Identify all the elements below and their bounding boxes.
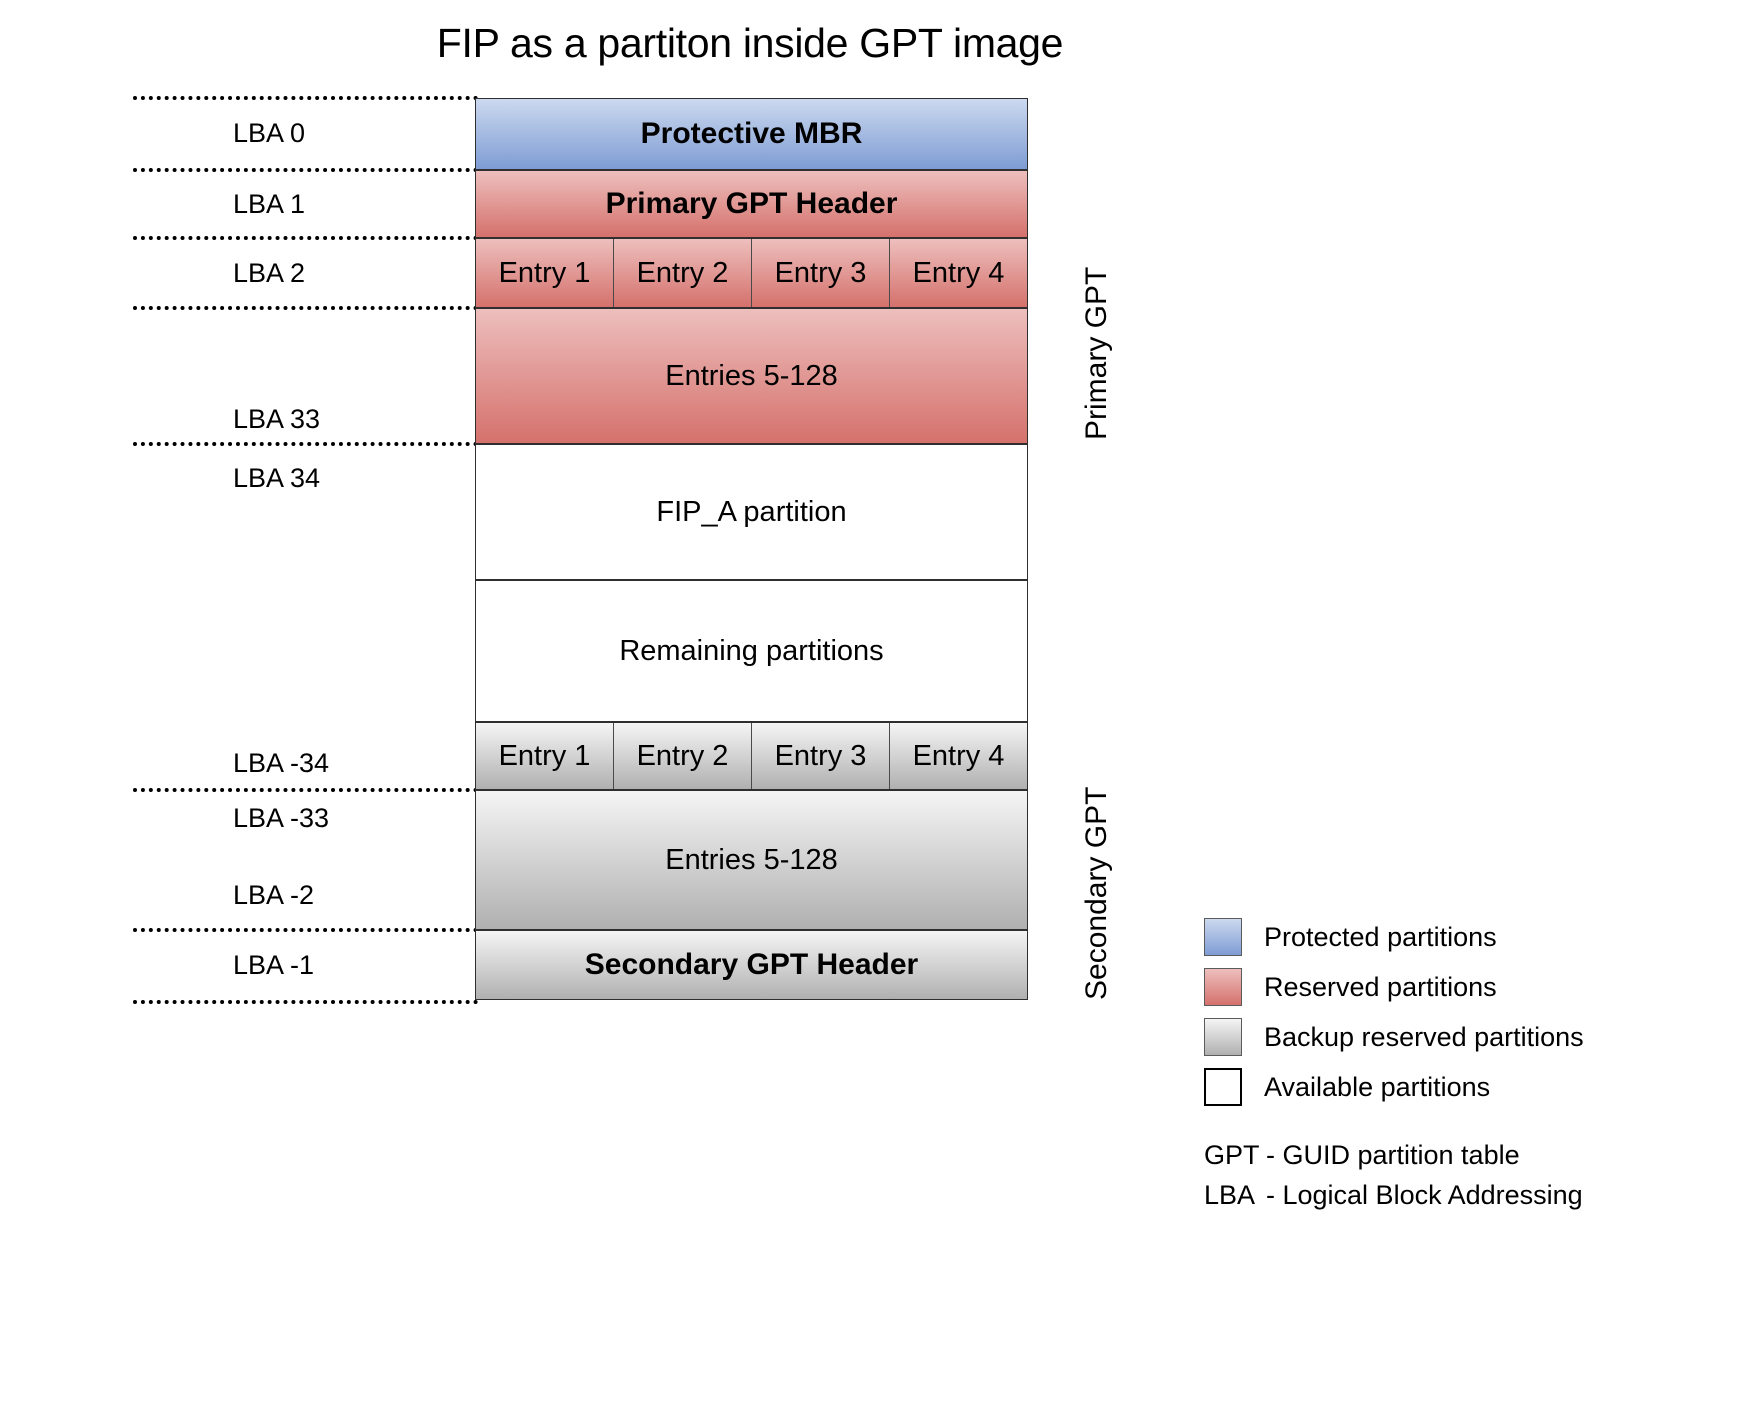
partition-entry-row: Entry 1 Entry 2 Entry 3 Entry 4 — [475, 238, 1028, 308]
partition-entry-cell: Entry 4 — [912, 256, 1005, 289]
lba-guide-line — [133, 442, 478, 446]
partition-block: Entries 5-128 — [475, 308, 1028, 444]
partition-entry-cell: Entry 1 — [476, 239, 614, 307]
lba-guide-line — [133, 96, 478, 100]
partition-entry-cell: Entry 4 — [912, 739, 1005, 772]
legend-swatch — [1204, 1068, 1242, 1106]
lba-label: LBA 33 — [233, 404, 321, 434]
legend-swatch — [1204, 918, 1242, 956]
lba-label: LBA -33 — [233, 803, 330, 833]
legend: Protected partitions Reserved partitions B… — [1204, 912, 1624, 1112]
legend-label: Reserved partitions — [1264, 971, 1497, 1002]
page-title: FIP as a partiton inside GPT image — [436, 20, 1064, 66]
abbreviation-value: - GUID partition table — [1266, 1140, 1520, 1170]
partition-block: Primary GPT Header — [475, 170, 1028, 238]
lba-label: LBA -2 — [233, 880, 315, 910]
lba-guide-line — [133, 788, 478, 792]
partition-entry-cell: Entry 2 — [614, 723, 752, 789]
partition-entry-row: Entry 1 Entry 2 Entry 3 Entry 4 — [475, 722, 1028, 790]
legend-label: Backup reserved partitions — [1264, 1021, 1584, 1052]
abbreviation-value: - Logical Block Addressing — [1266, 1180, 1583, 1210]
lba-label: LBA -1 — [233, 950, 315, 980]
legend-item: Backup reserved partitions — [1204, 1012, 1624, 1062]
lba-guide-line — [133, 168, 478, 172]
lba-guide-line — [133, 1000, 478, 1004]
lba-label: LBA 1 — [233, 189, 306, 219]
gpt-region-label: Primary GPT — [1080, 266, 1113, 440]
partition-block: Entries 5-128 — [475, 790, 1028, 930]
legend-swatch — [1204, 968, 1242, 1006]
legend-swatch — [1204, 1018, 1242, 1056]
lba-label: LBA 0 — [233, 118, 306, 148]
lba-label: LBA 34 — [233, 463, 321, 493]
abbreviation-key: GPT — [1204, 1140, 1260, 1170]
partition-block: Secondary GPT Header — [475, 930, 1028, 1000]
legend-item: Protected partitions — [1204, 912, 1624, 962]
abbreviation-row: GPT - GUID partition table — [1204, 1140, 1583, 1180]
partition-entry-cell: Entry 2 — [614, 239, 752, 307]
lba-label: LBA 2 — [233, 258, 306, 288]
legend-label: Available partitions — [1264, 1071, 1491, 1102]
lba-label: LBA -34 — [233, 748, 330, 778]
lba-guide-line — [133, 928, 478, 932]
partition-entry-cell: Entry 3 — [752, 723, 890, 789]
partition-block: FIP_A partition — [475, 444, 1028, 580]
gpt-region-label: Secondary GPT — [1080, 786, 1113, 1000]
legend-item: Reserved partitions — [1204, 962, 1624, 1012]
partition-block: Protective MBR — [475, 98, 1028, 170]
partition-block: Remaining partitions — [475, 580, 1028, 722]
lba-guide-line — [133, 236, 478, 240]
partition-entry-cell: Entry 3 — [752, 239, 890, 307]
partition-entry-cell: Entry 1 — [476, 723, 614, 789]
abbreviation-list: GPT - GUID partition table LBA - Logical Bl… — [1204, 1140, 1583, 1220]
legend-label: Protected partitions — [1264, 921, 1497, 952]
abbreviation-key: LBA — [1204, 1180, 1256, 1210]
abbreviation-row: LBA - Logical Block Addressing — [1204, 1180, 1583, 1220]
lba-guide-line — [133, 306, 478, 310]
legend-item: Available partitions — [1204, 1062, 1624, 1112]
